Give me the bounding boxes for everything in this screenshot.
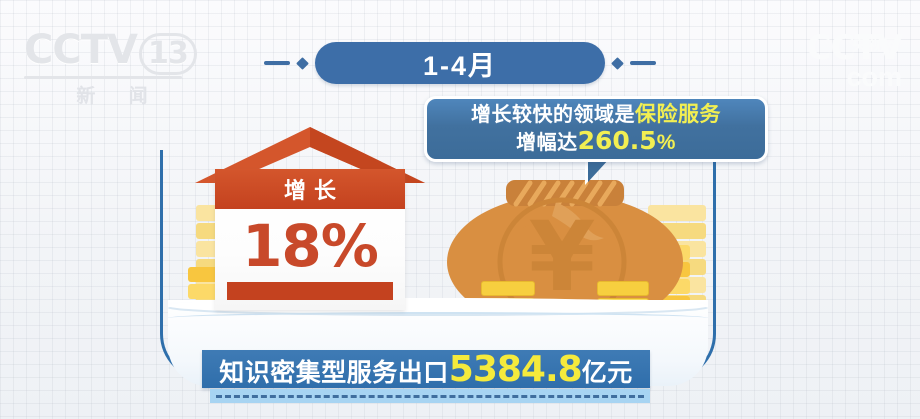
growth-label: 增长 — [283, 178, 344, 203]
cctv-letters: CCTV — [24, 27, 138, 73]
summary-banner: 知识密集型服务出口5384.8亿元 — [202, 349, 650, 390]
banner-unit: 亿元 — [581, 358, 633, 387]
bubble-line-2: 增幅达260.5% — [516, 127, 676, 155]
callout-bubble: 增长较快的领域是保险服务 增幅达260.5% — [424, 96, 768, 162]
cctv13-channel-logo: CCTV 13 新 闻 — [24, 30, 200, 107]
bubble-line2-text: 增幅达 — [516, 131, 578, 154]
cctv-com-watermark: 央视网 CCTV com — [726, 28, 903, 92]
growth-accent-bar — [227, 282, 393, 300]
growth-label-bar: 增长 — [215, 169, 405, 209]
dashed-rule — [216, 394, 644, 398]
banner-dashed-underline — [210, 389, 650, 403]
growth-indicator-card: 增长 18% — [193, 125, 427, 310]
banner-amount: 5384.8 — [448, 348, 583, 390]
bubble-line2-number: 260.5 — [577, 125, 657, 155]
banner-prefix: 知识密集型服务出口 — [219, 358, 449, 387]
site-chinese-name: 央视网 — [851, 37, 900, 54]
money-bag-illustration: ¥ — [447, 180, 683, 330]
title-pill: 1-4月 — [315, 42, 605, 84]
money-bag-body — [447, 194, 683, 330]
growth-value: 18% — [242, 212, 379, 280]
channel-number: 13 — [138, 33, 197, 75]
money-bag-knot — [552, 202, 604, 241]
title-dash-right-icon — [630, 61, 656, 65]
container-wave-line — [168, 312, 708, 324]
title-diamond-right-icon — [611, 56, 624, 70]
yen-symbol-icon: ¥ — [529, 201, 596, 313]
title-dash-left-icon — [264, 61, 290, 65]
bubble-line-1: 增长较快的领域是保险服务 — [471, 102, 721, 127]
bubble-tail-icon — [588, 158, 610, 182]
site-brand: CCTV — [806, 28, 903, 68]
title-row: 1-4月 — [255, 42, 665, 84]
title-diamond-left-icon — [296, 56, 309, 70]
cctv-wordmark: CCTV 13 — [24, 30, 200, 75]
summary-banner-text: 知识密集型服务出口5384.8亿元 — [219, 349, 632, 390]
site-domain: com — [846, 62, 902, 92]
bubble-line2-percent: % — [656, 130, 676, 154]
page-title: 1-4月 — [422, 50, 498, 81]
channel-subtitle: 新 闻 — [76, 86, 162, 107]
bubble-line1-highlight: 保险服务 — [635, 102, 721, 126]
growth-card-body: 增长 18% — [215, 169, 405, 310]
logo-underline — [24, 76, 182, 79]
bubble-line1-text: 增长较快的领域是 — [471, 103, 635, 126]
